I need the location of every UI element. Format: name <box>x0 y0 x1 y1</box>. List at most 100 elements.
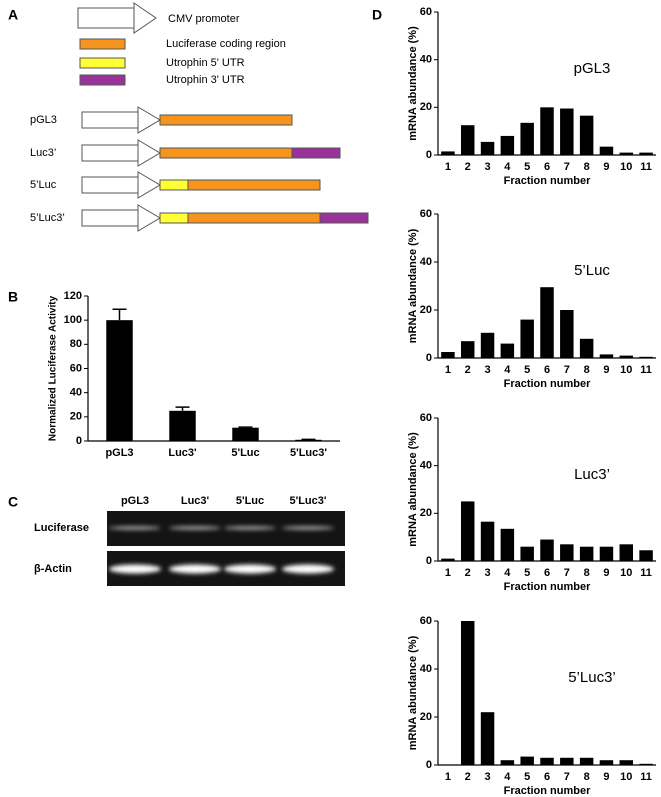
bar <box>540 287 554 358</box>
bar <box>460 125 475 155</box>
y-tick-label: 100 <box>64 314 82 326</box>
error-bar <box>112 308 127 321</box>
x-tick-label: 5'Luc <box>231 447 259 459</box>
bar <box>599 760 614 765</box>
x-tick-label: 9 <box>603 161 609 173</box>
x-tick-label: 11 <box>640 161 652 173</box>
gel-lane-label: 5'Luc3' <box>289 495 326 507</box>
x-tick-label: 6 <box>544 161 550 173</box>
x-tick-label: 3 <box>484 161 490 173</box>
x-tick-label: 5 <box>524 364 530 376</box>
bar <box>480 712 495 765</box>
construct-promoter <box>137 204 161 232</box>
gel-band <box>169 526 221 530</box>
construct-promoter <box>137 139 161 167</box>
construct-promoter <box>81 111 139 129</box>
x-tick-label: 8 <box>584 161 590 173</box>
x-tick-label: 5 <box>524 771 530 783</box>
y-tick-label: 20 <box>70 411 82 423</box>
error-bar <box>175 406 190 411</box>
construct-segment <box>187 179 321 191</box>
x-tick-label: 9 <box>603 771 609 783</box>
bar <box>579 115 594 155</box>
legend-promoter <box>77 7 135 29</box>
x-tick-label: 11 <box>640 567 652 579</box>
construct-segment <box>159 179 189 191</box>
panel-label: A <box>8 7 18 23</box>
x-tick-label: 11 <box>640 771 652 783</box>
bar <box>540 757 554 765</box>
x-axis-label: Fraction number <box>504 175 592 187</box>
y-tick-label: 60 <box>420 412 432 424</box>
x-tick-label: 8 <box>584 771 590 783</box>
construct-promoter <box>81 209 139 227</box>
legend-label: Utrophin 3' UTR <box>166 74 245 86</box>
x-tick-label: 7 <box>564 161 570 173</box>
gel-row-label: β-Actin <box>34 563 72 575</box>
gel-lane-label: Luc3' <box>181 495 210 507</box>
y-tick-label: 20 <box>420 304 432 316</box>
y-tick-label: 40 <box>70 387 82 399</box>
bar <box>599 354 614 358</box>
gel-band <box>282 564 334 574</box>
bar <box>441 558 455 561</box>
y-tick-label: 80 <box>70 338 82 350</box>
legend-promoter <box>133 2 157 34</box>
y-axis-label: mRNA abundance (%) <box>407 635 419 750</box>
panel-label: C <box>8 494 18 510</box>
construct-promoter <box>137 106 161 134</box>
x-tick-label: 1 <box>445 161 451 173</box>
x-tick-label: 7 <box>564 364 570 376</box>
construct-label: pGL3 <box>30 114 57 126</box>
gel-band <box>109 526 161 530</box>
bar <box>619 152 634 155</box>
y-tick-label: 0 <box>426 149 432 161</box>
bar <box>619 760 634 765</box>
bar <box>540 539 554 561</box>
x-tick-label: 10 <box>620 771 632 783</box>
x-tick-label: 10 <box>620 161 632 173</box>
x-tick-label: 6 <box>544 567 550 579</box>
construct-segment <box>187 212 321 224</box>
y-tick-label: 60 <box>420 6 432 18</box>
construct-segment <box>159 147 293 159</box>
x-tick-label: 2 <box>465 364 471 376</box>
legend-swatch <box>79 38 126 50</box>
bar <box>460 341 475 358</box>
panel-label: B <box>8 289 18 305</box>
bar <box>560 544 574 561</box>
x-tick-label: 1 <box>445 771 451 783</box>
x-tick-label: Luc3' <box>168 447 197 459</box>
bar <box>619 544 634 561</box>
y-axis-label: mRNA abundance (%) <box>407 432 419 547</box>
construct-label: Luc3’ <box>30 147 56 159</box>
x-tick-label: 6 <box>544 771 550 783</box>
y-tick-label: 0 <box>426 352 432 364</box>
y-axis-label: mRNA abundance (%) <box>407 228 419 343</box>
bar <box>500 343 515 358</box>
x-tick-label: 2 <box>465 161 471 173</box>
construct-promoter <box>81 144 139 162</box>
x-tick-label: 4 <box>504 161 511 173</box>
x-tick-label: 10 <box>620 567 632 579</box>
x-tick-label: 1 <box>445 567 451 579</box>
x-tick-label: 7 <box>564 567 570 579</box>
bar <box>169 410 196 441</box>
bar <box>460 501 475 561</box>
x-tick-label: 1 <box>445 364 451 376</box>
x-tick-label: 4 <box>504 567 511 579</box>
bar <box>520 122 534 155</box>
x-tick-label: 5'Luc3' <box>290 447 327 459</box>
bar <box>619 355 634 358</box>
y-tick-label: 40 <box>420 54 432 66</box>
bar <box>441 352 455 358</box>
construct-promoter <box>81 176 139 194</box>
gel-row-label: Luciferase <box>34 522 89 534</box>
y-tick-label: 60 <box>420 208 432 220</box>
bar <box>599 146 614 155</box>
panel-label: D <box>372 7 382 23</box>
y-axis-label: Normalized Luciferase Activity <box>48 295 59 441</box>
legend-swatch <box>79 57 126 69</box>
bar <box>639 152 653 155</box>
